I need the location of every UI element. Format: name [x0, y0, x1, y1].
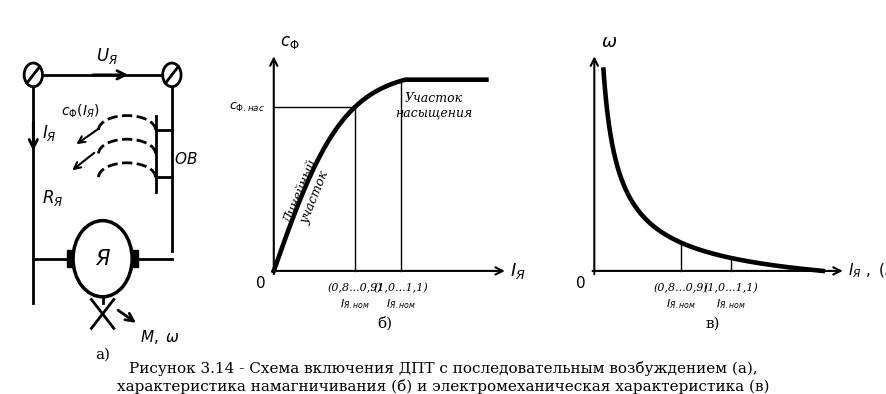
- Text: $I_Я$: $I_Я$: [509, 261, 525, 281]
- Text: Участок
насыщения: Участок насыщения: [394, 92, 472, 120]
- Bar: [67, 250, 73, 267]
- Text: $I_{Я.ном}$: $I_{Я.ном}$: [716, 297, 746, 311]
- Text: (1,0...1,1): (1,0...1,1): [374, 283, 429, 294]
- Circle shape: [24, 63, 43, 87]
- Text: $U_Я$: $U_Я$: [96, 46, 118, 66]
- Text: $I_{Я.ном}$: $I_{Я.ном}$: [339, 297, 369, 311]
- Circle shape: [73, 221, 132, 297]
- Text: (0,8...0,9): (0,8...0,9): [654, 283, 709, 294]
- Bar: [132, 250, 138, 267]
- Text: $Я$: $Я$: [95, 249, 111, 269]
- Text: $с_{Φ.нас}$: $с_{Φ.нас}$: [229, 101, 265, 114]
- Text: (1,0...1,1): (1,0...1,1): [704, 283, 758, 294]
- Text: $0$: $0$: [574, 275, 585, 291]
- Text: $c_Φ(I_Я)$: $c_Φ(I_Я)$: [61, 102, 99, 119]
- Text: $\omega$: $\omega$: [602, 33, 618, 52]
- Circle shape: [163, 63, 181, 87]
- Text: Линейный
участок: Линейный участок: [282, 158, 334, 231]
- Text: в): в): [706, 316, 720, 330]
- Text: характеристика намагничивания (б) и электромеханическая характеристика (в): характеристика намагничивания (б) и элек…: [117, 379, 769, 394]
- Text: $I_Я$: $I_Я$: [43, 123, 58, 143]
- Text: $M,\ \omega$: $M,\ \omega$: [140, 328, 181, 346]
- Text: $I_{Я.ном}$: $I_{Я.ном}$: [386, 297, 416, 311]
- Text: $ОВ$: $ОВ$: [174, 151, 198, 167]
- Text: $R_Я$: $R_Я$: [43, 188, 64, 208]
- Text: Рисунок 3.14 - Схема включения ДПТ с последовательным возбуждением (а),: Рисунок 3.14 - Схема включения ДПТ с пос…: [128, 361, 758, 375]
- Text: а): а): [95, 348, 110, 362]
- Text: $I_Я\ ,\ (М)$: $I_Я\ ,\ (М)$: [848, 262, 886, 280]
- Text: $I_{Я.ном}$: $I_{Я.ном}$: [666, 297, 696, 311]
- Text: (0,8...0,9): (0,8...0,9): [327, 283, 382, 294]
- Text: б): б): [377, 316, 392, 330]
- Text: $с_Φ$: $с_Φ$: [280, 35, 299, 52]
- Text: $0$: $0$: [254, 275, 265, 291]
